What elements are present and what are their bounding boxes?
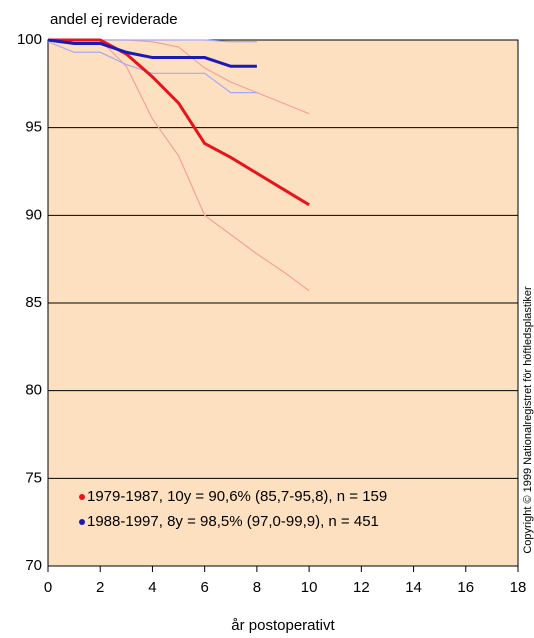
line [48, 38, 310, 207]
y-tick-label: 100 [17, 31, 42, 48]
ci-line [47, 41, 257, 94]
copyright: Copyright © 1999 Nationalregistret för h… [522, 286, 534, 554]
x-tick-label: 14 [405, 579, 422, 596]
x-tick-label: 6 [200, 579, 208, 596]
x-tick-label: 18 [510, 579, 527, 596]
x-tick-label: 4 [148, 579, 156, 596]
x-tick-label: 10 [301, 579, 318, 596]
legend-marker [79, 519, 85, 525]
legend-label: 1979-1987, 10y = 90,6% (85,7-95,8), n = … [87, 488, 387, 505]
y-tick-label: 80 [25, 382, 42, 399]
legend-label: 1988-1997, 8y = 98,5% (97,0-99,9), n = 4… [87, 513, 379, 530]
x-tick-label: 12 [353, 579, 370, 596]
y-tick-label: 75 [25, 469, 42, 486]
plot-border [47, 39, 519, 567]
legend-marker [79, 494, 85, 500]
y-tick-label: 95 [25, 119, 42, 136]
x-tick-label: 0 [44, 579, 52, 596]
x-axis-label: år postoperativt [231, 617, 335, 634]
chart-title: andel ej reviderade [50, 11, 178, 28]
y-tick-label: 85 [25, 294, 42, 311]
y-tick-label: 70 [25, 557, 42, 574]
y-tick-label: 90 [25, 206, 42, 223]
x-tick-label: 2 [96, 579, 104, 596]
x-tick-label: 8 [253, 579, 261, 596]
x-tick-label: 16 [457, 579, 474, 596]
line [47, 38, 257, 68]
